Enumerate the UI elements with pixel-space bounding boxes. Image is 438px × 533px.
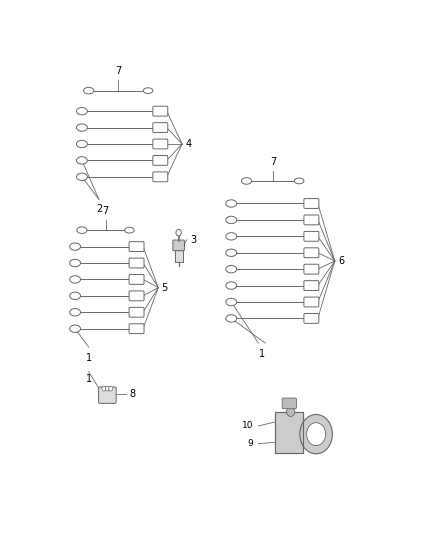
Ellipse shape [77,124,87,131]
Ellipse shape [70,276,81,283]
FancyBboxPatch shape [304,248,319,257]
FancyBboxPatch shape [304,215,319,225]
Text: 7: 7 [115,66,121,76]
Circle shape [300,415,332,454]
Ellipse shape [226,282,237,289]
Circle shape [105,386,110,391]
FancyBboxPatch shape [129,258,144,268]
Circle shape [102,386,106,391]
Ellipse shape [77,108,87,115]
FancyBboxPatch shape [129,308,144,317]
Text: 1: 1 [259,349,265,359]
Ellipse shape [241,177,251,184]
FancyBboxPatch shape [153,123,168,133]
Text: 1: 1 [86,374,92,384]
Text: 9: 9 [247,439,253,448]
FancyBboxPatch shape [129,324,144,334]
Ellipse shape [77,140,87,148]
Text: 3: 3 [191,235,197,245]
Ellipse shape [226,298,237,306]
FancyBboxPatch shape [129,274,144,284]
FancyBboxPatch shape [304,297,319,307]
FancyBboxPatch shape [129,291,144,301]
FancyBboxPatch shape [129,241,144,252]
FancyBboxPatch shape [153,172,168,182]
Text: 7: 7 [102,206,109,216]
Ellipse shape [125,227,134,233]
FancyBboxPatch shape [282,398,297,409]
Ellipse shape [226,265,237,273]
FancyBboxPatch shape [99,387,116,403]
Ellipse shape [226,249,237,256]
Circle shape [109,386,113,391]
Ellipse shape [226,314,237,322]
Ellipse shape [70,325,81,333]
Polygon shape [276,411,303,453]
Ellipse shape [294,178,304,184]
Circle shape [286,407,295,416]
Ellipse shape [70,243,81,251]
Text: 2: 2 [96,204,102,214]
FancyBboxPatch shape [304,281,319,290]
FancyBboxPatch shape [304,199,319,208]
FancyBboxPatch shape [304,264,319,274]
Ellipse shape [77,157,87,164]
FancyBboxPatch shape [304,313,319,324]
Ellipse shape [226,232,237,240]
Text: 8: 8 [130,389,135,399]
FancyBboxPatch shape [153,106,168,116]
Circle shape [307,423,325,446]
Bar [175,250,183,262]
Ellipse shape [70,292,81,300]
Ellipse shape [77,227,87,233]
Ellipse shape [70,309,81,316]
FancyBboxPatch shape [153,156,168,165]
Text: 5: 5 [162,282,168,293]
FancyBboxPatch shape [173,240,184,251]
FancyBboxPatch shape [304,231,319,241]
Circle shape [176,229,181,236]
Text: 10: 10 [242,422,253,431]
Ellipse shape [143,88,153,93]
Text: 7: 7 [270,157,276,166]
Ellipse shape [84,87,94,94]
FancyBboxPatch shape [153,139,168,149]
Ellipse shape [226,216,237,224]
Text: 6: 6 [338,256,344,266]
Ellipse shape [226,200,237,207]
Text: 1: 1 [86,353,92,364]
Text: 4: 4 [185,139,191,149]
Ellipse shape [77,173,87,181]
Ellipse shape [70,260,81,266]
